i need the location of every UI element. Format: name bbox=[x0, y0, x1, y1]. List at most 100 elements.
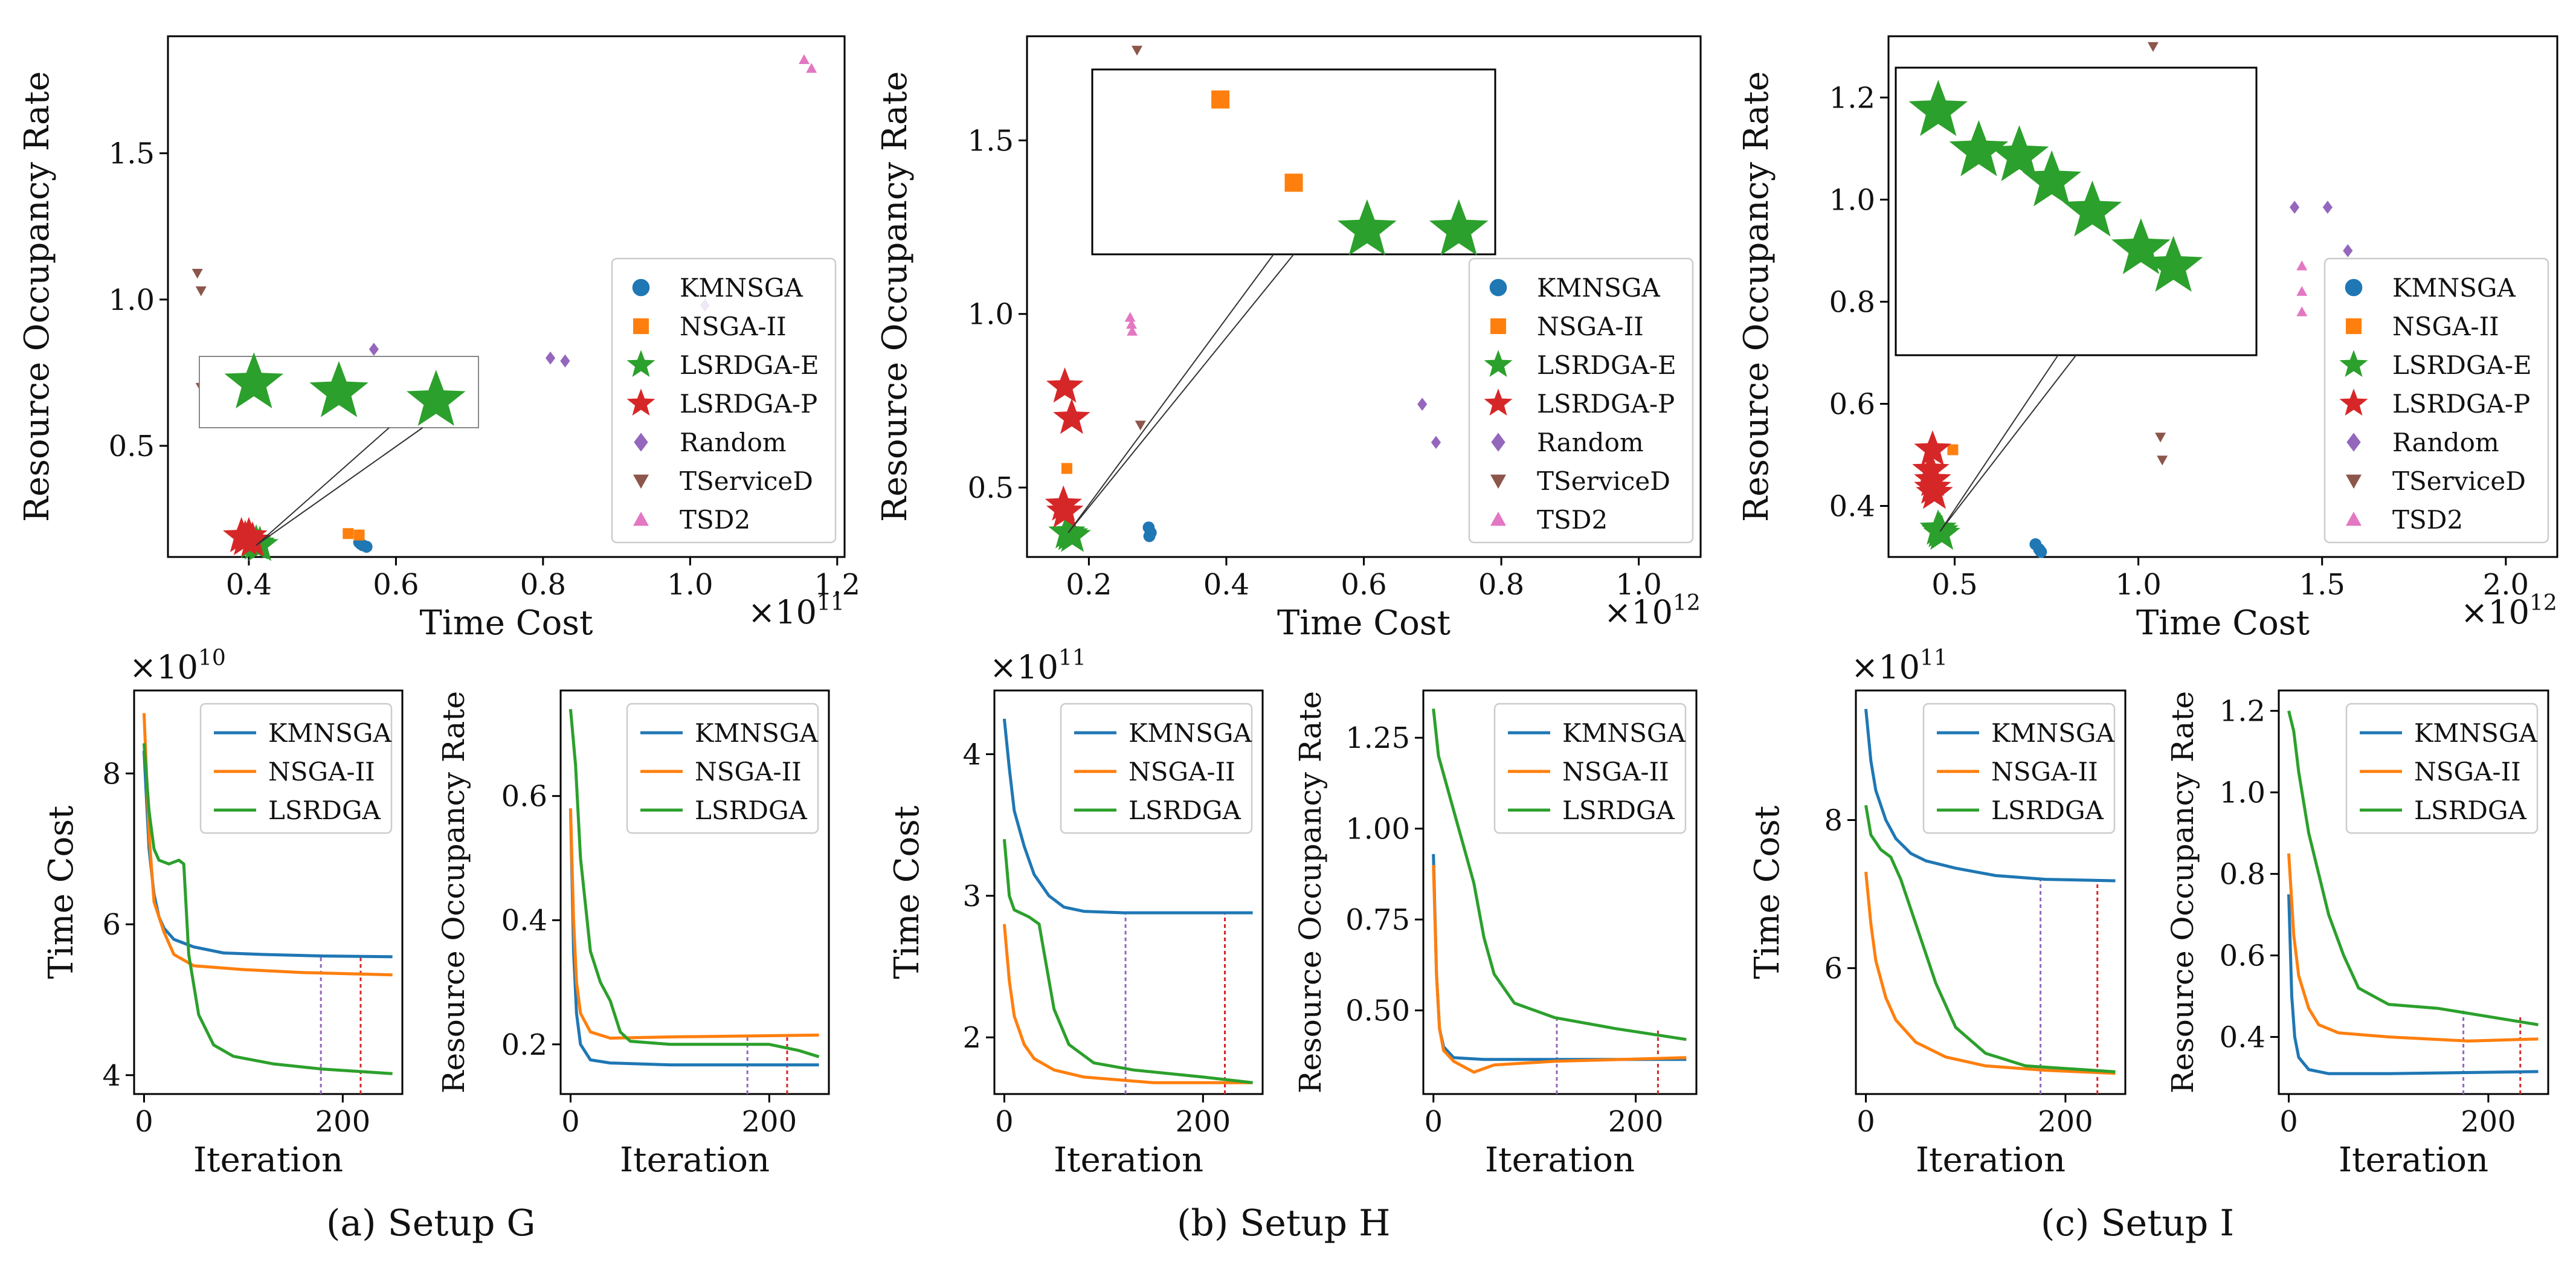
I-scatter-legend-box bbox=[2323, 257, 2549, 544]
I-ror-xlabel: Iteration bbox=[2339, 1141, 2488, 1180]
G-scatter-legend-marker bbox=[626, 388, 655, 416]
G-ror-legend-label: LSRDGA bbox=[695, 796, 808, 825]
G-scatter-legend-label: TServiceD bbox=[680, 466, 813, 496]
H-scatter-legend-label: LSRDGA-E bbox=[1537, 350, 1676, 380]
I-ror-ytick-label: 0.4 bbox=[2220, 1021, 2265, 1055]
I-scatter-ytick-label: 0.8 bbox=[1829, 285, 1875, 319]
G-ror-ytick-label: 0.2 bbox=[501, 1028, 547, 1062]
G-scatter-legend-marker bbox=[626, 350, 655, 377]
G-scatter-plot-frame bbox=[167, 35, 846, 558]
H-scatter-inset-point bbox=[1211, 90, 1230, 109]
H-scatter-point-kmnsga bbox=[1143, 530, 1156, 542]
I-ror-ytick-label: 0.6 bbox=[2220, 939, 2265, 973]
I-ror-line-nsga-ii bbox=[2287, 853, 2539, 1043]
H-scatter-point-random bbox=[1431, 436, 1441, 449]
caption-setup-g: (a) Setup G bbox=[326, 1202, 536, 1244]
I-ror-xtick-label: 200 bbox=[2461, 1105, 2516, 1139]
H-time-ytick-label: 3 bbox=[962, 880, 981, 913]
G-ror-ylabel: Resource Occupancy Rate bbox=[436, 691, 471, 1093]
I-scatter-panel: 0.5 1.0 1.5 2.0 0.4 0.6 0.8 1.0 1.2 Time Cost Reso… bbox=[1737, 35, 2558, 643]
H-scatter-ytick-label: 1.0 bbox=[968, 298, 1014, 332]
I-time-line-kmnsga bbox=[1864, 709, 2116, 883]
I-scatter-inset-point bbox=[2111, 218, 2171, 274]
I-ror-legend-box bbox=[2345, 703, 2539, 834]
G-ror-ytick-label: 0.4 bbox=[501, 904, 547, 938]
H-scatter-x-multiplier: ×1012 bbox=[1604, 591, 1701, 631]
H-ror-ytick-label: 0.50 bbox=[1345, 994, 1410, 1028]
H-scatter-legend-marker bbox=[1484, 388, 1513, 416]
I-time-ylabel: Time Cost bbox=[1748, 805, 1787, 979]
I-ror-legend-label: KMNSGA bbox=[2414, 718, 2537, 748]
G-scatter-legend-label: LSRDGA-P bbox=[680, 389, 817, 419]
H-time-ytick-label: 2 bbox=[962, 1021, 981, 1055]
G-time-plot-frame bbox=[133, 689, 404, 1095]
G-scatter-point-tserviced bbox=[192, 269, 203, 279]
I-scatter-xtick-label: 0.5 bbox=[1931, 568, 1977, 602]
I-time-xtick-label: 0 bbox=[1856, 1105, 1875, 1139]
I-scatter-ytick-label: 0.6 bbox=[1829, 387, 1875, 421]
caption-setup-i: (c) Setup I bbox=[2041, 1202, 2235, 1244]
G-time-ylabel: Time Cost bbox=[42, 805, 81, 979]
I-scatter-xlabel: Time Cost bbox=[2136, 603, 2310, 643]
G-ror-legend-box bbox=[626, 703, 819, 834]
I-scatter-legend-marker bbox=[2346, 512, 2362, 526]
H-ror-ytick-label: 0.75 bbox=[1345, 903, 1410, 937]
G-scatter-point-kmnsga bbox=[355, 538, 367, 550]
H-scatter-legend-marker bbox=[1489, 278, 1507, 297]
H-scatter-point-tserviced bbox=[1132, 45, 1143, 56]
I-scatter-legend-marker bbox=[2346, 318, 2362, 334]
H-ror-line-lsrdga bbox=[1432, 708, 1687, 1041]
G-scatter-legend-marker bbox=[632, 278, 650, 297]
H-scatter-inset-box bbox=[1091, 68, 1496, 256]
H-time-legend-label: NSGA-II bbox=[1129, 757, 1235, 787]
G-scatter-legend-label: KMNSGA bbox=[680, 273, 803, 303]
H-time-line-nsga-ii bbox=[1002, 924, 1253, 1084]
H-scatter-legend-label: Random bbox=[1537, 428, 1644, 457]
I-scatter-point-tserviced bbox=[2147, 42, 2159, 52]
I-time-legend-label: NSGA-II bbox=[1991, 757, 2098, 787]
G-ror-plot-frame bbox=[559, 689, 830, 1095]
H-time-y-multiplier: ×1011 bbox=[990, 646, 1086, 686]
G-time-ytick-label: 8 bbox=[102, 757, 121, 791]
G-scatter-point-random bbox=[545, 351, 556, 365]
I-time-plot-frame bbox=[1855, 689, 2127, 1095]
I-scatter-point-lsrdga-e bbox=[1923, 514, 1960, 550]
H-scatter-legend-label: LSRDGA-P bbox=[1537, 389, 1675, 419]
G-scatter-xtick-label: 1.2 bbox=[814, 568, 860, 602]
G-ror-line-kmnsga bbox=[568, 808, 819, 1067]
H-scatter-xlabel: Time Cost bbox=[1277, 603, 1451, 643]
H-scatter-legend-marker bbox=[1484, 350, 1513, 377]
H-time-panel: 0 200 2 3 4 Iteration Time Cost ×1011 KMNSGA NSGA… bbox=[887, 646, 1264, 1180]
G-ror-line-lsrdga bbox=[568, 709, 820, 1058]
G-scatter-point-nsga-ii bbox=[353, 529, 365, 541]
H-scatter-point-lsrdga-p bbox=[1053, 398, 1090, 434]
H-ror-panel: 0 200 0.50 0.75 1.00 1.25 Iteration Resource Oc… bbox=[1293, 689, 1698, 1180]
H-time-plot-frame bbox=[993, 689, 1264, 1095]
H-ror-line-kmnsga bbox=[1432, 854, 1687, 1061]
G-scatter-ylabel: Resource Occupancy Rate bbox=[18, 71, 57, 522]
I-scatter-legend-label: TServiceD bbox=[2392, 466, 2526, 496]
H-scatter-inset-connector bbox=[1067, 254, 1274, 533]
H-ror-line-nsga-ii bbox=[1432, 864, 1687, 1074]
I-time-line-nsga-ii bbox=[1864, 872, 2116, 1075]
H-scatter-legend-marker bbox=[1490, 512, 1506, 526]
H-scatter-point-nsga-ii bbox=[1061, 463, 1072, 474]
G-ror-xtick-label: 0 bbox=[561, 1105, 580, 1139]
H-time-xlabel: Iteration bbox=[1054, 1141, 1203, 1180]
H-ror-xtick-label: 200 bbox=[1608, 1105, 1664, 1139]
H-ror-ytick-label: 1.25 bbox=[1345, 721, 1410, 755]
G-time-legend-box bbox=[199, 703, 393, 834]
H-scatter-point-random bbox=[1417, 397, 1428, 411]
G-scatter-point-random bbox=[369, 343, 379, 356]
G-time-legend-label: KMNSGA bbox=[268, 718, 391, 748]
I-scatter-xtick-label: 1.0 bbox=[2115, 568, 2161, 602]
I-ror-legend-label: LSRDGA bbox=[2414, 796, 2527, 825]
G-scatter-xlabel: Time Cost bbox=[419, 603, 593, 643]
G-scatter-xtick-label: 0.8 bbox=[520, 568, 566, 602]
G-ror-legend-label: KMNSGA bbox=[695, 718, 818, 748]
I-ror-panel: 0 200 0.4 0.6 0.8 1.0 1.2 Iteration Resource Occ… bbox=[2165, 689, 2549, 1180]
I-time-line-lsrdga bbox=[1864, 805, 2116, 1073]
H-scatter-xtick-label: 1.0 bbox=[1615, 568, 1661, 602]
G-time-legend-label: NSGA-II bbox=[268, 757, 375, 787]
